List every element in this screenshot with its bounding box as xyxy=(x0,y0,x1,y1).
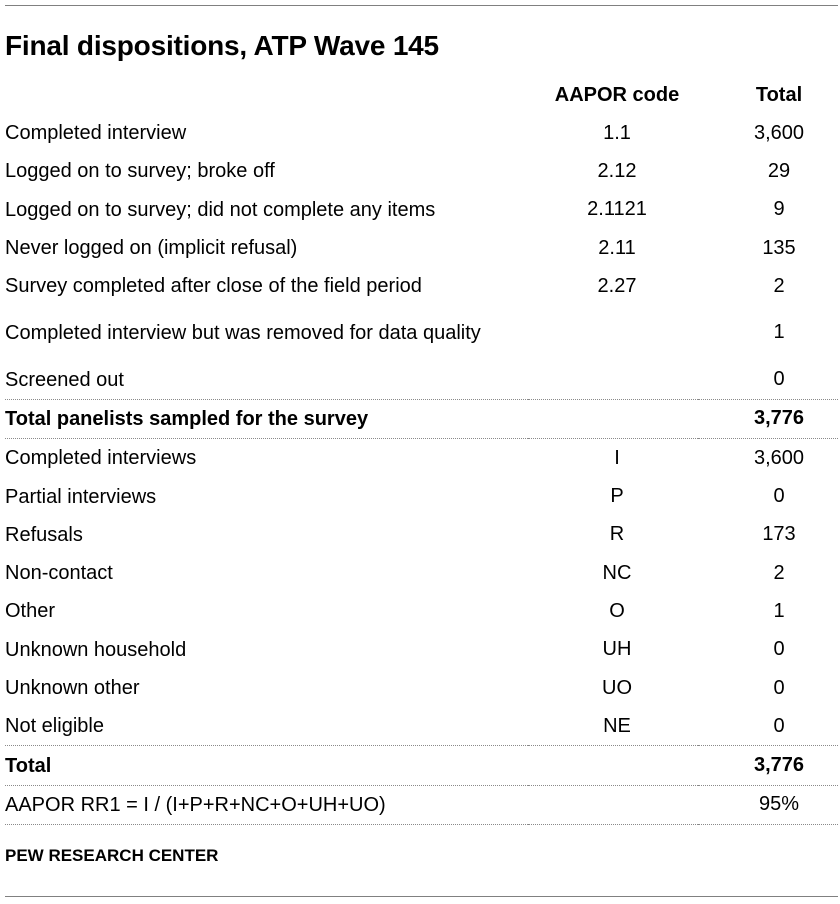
row-total: 135 xyxy=(762,236,796,259)
row-total: 2 xyxy=(773,274,785,297)
table-row: Partial interviews P 0 xyxy=(5,477,838,515)
row-label: Logged on to survey; did not complete an… xyxy=(5,198,436,221)
row-code: I xyxy=(614,446,620,469)
subtotal-row: Total panelists sampled for the survey 3… xyxy=(5,399,838,440)
row-code: 2.11 xyxy=(598,236,636,259)
table-row: Non-contact NC 2 xyxy=(5,554,838,592)
row-label: Non-contact xyxy=(5,562,113,585)
row-total: 3,776 xyxy=(698,399,838,440)
row-total: 95% xyxy=(698,785,838,826)
bottom-rule xyxy=(5,896,838,897)
row-total: 3,600 xyxy=(753,121,805,144)
row-total: 0 xyxy=(698,360,838,400)
row-label: Screened out xyxy=(5,360,528,400)
row-label: Not eligible xyxy=(5,707,528,747)
table-row: Completed interview 1.1 3,600 xyxy=(5,114,838,152)
row-total: 3,776 xyxy=(698,745,838,786)
row-total: 173 xyxy=(762,523,796,546)
row-label: AAPOR RR1 = I / (I+P+R+NC+O+UH+UO) xyxy=(5,785,528,826)
top-rule xyxy=(5,5,838,6)
row-code: 2.27 xyxy=(597,274,637,297)
row-code: 2.12 xyxy=(597,159,637,182)
table-row: Unknown other UO 0 xyxy=(5,669,838,707)
table-row: Other O 1 xyxy=(5,592,838,630)
row-label: Refusals xyxy=(5,523,83,546)
row-code xyxy=(528,305,698,360)
row-code xyxy=(528,745,698,786)
header-row: AAPOR code Total xyxy=(5,76,838,114)
row-total: 9 xyxy=(773,198,785,221)
row-label: Total xyxy=(5,745,528,786)
row-code xyxy=(528,785,698,826)
row-total: 0 xyxy=(773,485,785,508)
row-total: 1 xyxy=(773,599,785,622)
row-label: Unknown other xyxy=(5,677,140,699)
table-row: Logged on to survey; broke off 2.12 29 xyxy=(5,152,838,190)
table-row: Survey completed after close of the fiel… xyxy=(5,267,838,305)
row-label: Never logged on (implicit refusal) xyxy=(5,237,298,260)
row-code: NE xyxy=(528,707,698,747)
row-label: Unknown household xyxy=(5,638,187,661)
table-row: Completed interview but was removed for … xyxy=(5,305,838,360)
row-code xyxy=(528,399,698,440)
row-code: 1.1 xyxy=(603,121,631,144)
row-total: 0 xyxy=(773,638,785,661)
row-total: 2 xyxy=(773,561,785,584)
response-rate-row: AAPOR RR1 = I / (I+P+R+NC+O+UH+UO) 95% xyxy=(5,785,838,826)
table-row: Logged on to survey; did not complete an… xyxy=(5,191,838,229)
dispositions-table: AAPOR code Total Completed interview 1.1… xyxy=(5,76,838,826)
row-code xyxy=(528,360,698,400)
row-code: NC xyxy=(602,561,632,584)
header-label xyxy=(5,76,528,114)
header-total: Total xyxy=(755,83,803,106)
row-code: R xyxy=(609,523,625,546)
row-total: 0 xyxy=(773,676,785,699)
table-row: Never logged on (implicit refusal) 2.11 … xyxy=(5,229,838,267)
row-total: 3,600 xyxy=(753,446,805,469)
row-total: 29 xyxy=(767,159,791,182)
row-code: 2.1121 xyxy=(587,198,647,221)
table-row: Completed interviews I 3,600 xyxy=(5,439,838,478)
table-row: Refusals R 173 xyxy=(5,516,838,554)
row-code: O xyxy=(609,599,625,622)
total-row: Total 3,776 xyxy=(5,745,838,786)
row-label: Completed interview but was removed for … xyxy=(5,321,481,344)
row-code: UH xyxy=(602,638,632,661)
row-label: Completed interview xyxy=(5,122,187,145)
table-row: Unknown household UH 0 xyxy=(5,631,838,669)
row-label: Survey completed after close of the fiel… xyxy=(5,275,422,298)
row-total: 1 xyxy=(773,321,785,344)
row-total: 0 xyxy=(698,707,838,747)
source-credit: PEW RESEARCH CENTER xyxy=(5,846,219,865)
table-row: Screened out 0 xyxy=(5,360,838,400)
header-aapor-code: AAPOR code xyxy=(554,83,680,106)
row-label: Partial interviews xyxy=(5,485,157,508)
row-label: Total panelists sampled for the survey xyxy=(5,399,528,440)
row-label: Other xyxy=(5,600,56,623)
page-title: Final dispositions, ATP Wave 145 xyxy=(5,30,439,61)
table-row: Not eligible NE 0 xyxy=(5,707,838,747)
row-code: P xyxy=(610,485,624,508)
row-code: UO xyxy=(602,676,632,699)
row-label: Logged on to survey; broke off xyxy=(5,160,275,183)
row-label: Completed interviews xyxy=(5,447,197,470)
